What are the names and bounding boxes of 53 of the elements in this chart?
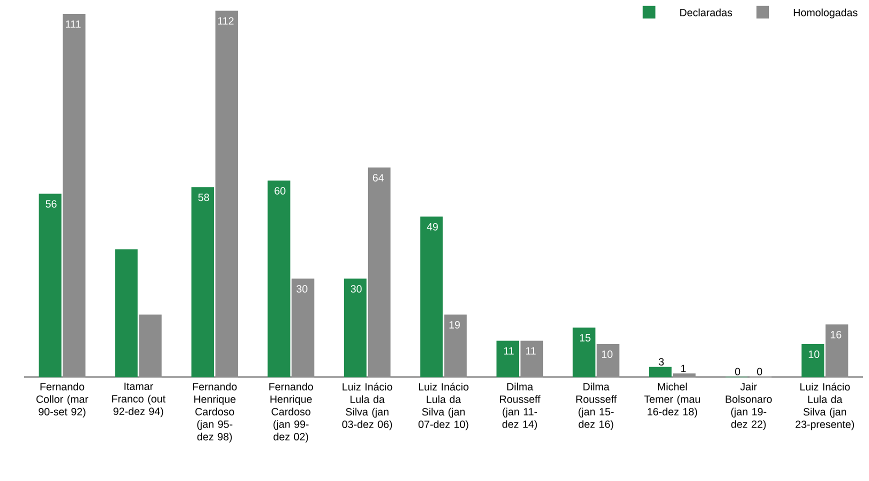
x-tick-label: Fernando Henrique Cardoso (jan 95-dez 98) — [193, 382, 237, 442]
bar — [268, 180, 290, 378]
bar — [520, 340, 544, 378]
data-label: 49 — [426, 223, 438, 231]
bar — [38, 194, 62, 378]
data-label: 10 — [602, 350, 612, 358]
bar — [191, 187, 214, 378]
x-tick-label: Fernando Henrique Cardoso (jan 99-dez 02) — [269, 382, 313, 442]
bar — [292, 278, 314, 378]
data-label: 1 — [681, 364, 686, 372]
x-tick-label: Luiz Inácio Lula da Silva (jan 23-presente) — [796, 382, 854, 430]
data-label: 0 — [735, 368, 740, 376]
data-label: 111 — [66, 20, 81, 28]
x-tick-label: Michel Temer (mau 16-dez 18) — [644, 382, 700, 418]
legend-label: Homologadas — [794, 8, 858, 18]
data-label: 64 — [372, 174, 384, 182]
bar — [596, 344, 620, 378]
bar — [572, 328, 596, 378]
data-label: 16 — [830, 330, 842, 338]
data-label: 0 — [757, 368, 762, 376]
bar — [673, 373, 696, 378]
data-label: 3 — [658, 358, 664, 366]
x-tick-label: Jair Bolsonaro (jan 19-dez 22) — [726, 382, 772, 430]
data-label: 19 — [449, 321, 460, 329]
data-label: 56 — [46, 200, 57, 208]
data-label: 10 — [808, 350, 820, 358]
bar — [215, 10, 238, 378]
bar — [802, 344, 824, 378]
bar — [139, 314, 162, 378]
bar — [344, 278, 367, 378]
data-label: 11 — [526, 347, 536, 354]
bar — [496, 340, 520, 378]
data-label: 30 — [296, 285, 308, 293]
x-tick-label: Itamar Franco (out 92-dez 94) — [112, 382, 166, 418]
bar — [368, 168, 391, 378]
data-label: 30 — [350, 285, 362, 293]
bar — [62, 14, 86, 378]
bar — [649, 366, 672, 378]
x-tick-label: Fernando Collor (mar 90-set 92) — [36, 382, 88, 418]
bar — [444, 314, 467, 378]
data-label: 58 — [198, 194, 210, 202]
bar — [420, 216, 443, 378]
data-label: 11 — [504, 347, 514, 354]
x-tick-label: Luiz Inácio Lula da Silva (jan 07-dez 10) — [418, 382, 468, 430]
x-tick-label: Dilma Rousseff (jan 15-dez 16) — [576, 382, 617, 430]
x-tick-label: Dilma Rousseff (jan 11-dez 14) — [500, 382, 540, 430]
legend-label: Declaradas — [680, 8, 732, 16]
bar — [826, 324, 848, 378]
data-label: 15 — [580, 334, 590, 342]
bar — [115, 249, 138, 378]
data-label: 112 — [218, 17, 234, 25]
data-label: 60 — [274, 187, 286, 195]
x-tick-label: Luiz Inácio Lula da Silva (jan 03-dez 06) — [342, 382, 392, 430]
